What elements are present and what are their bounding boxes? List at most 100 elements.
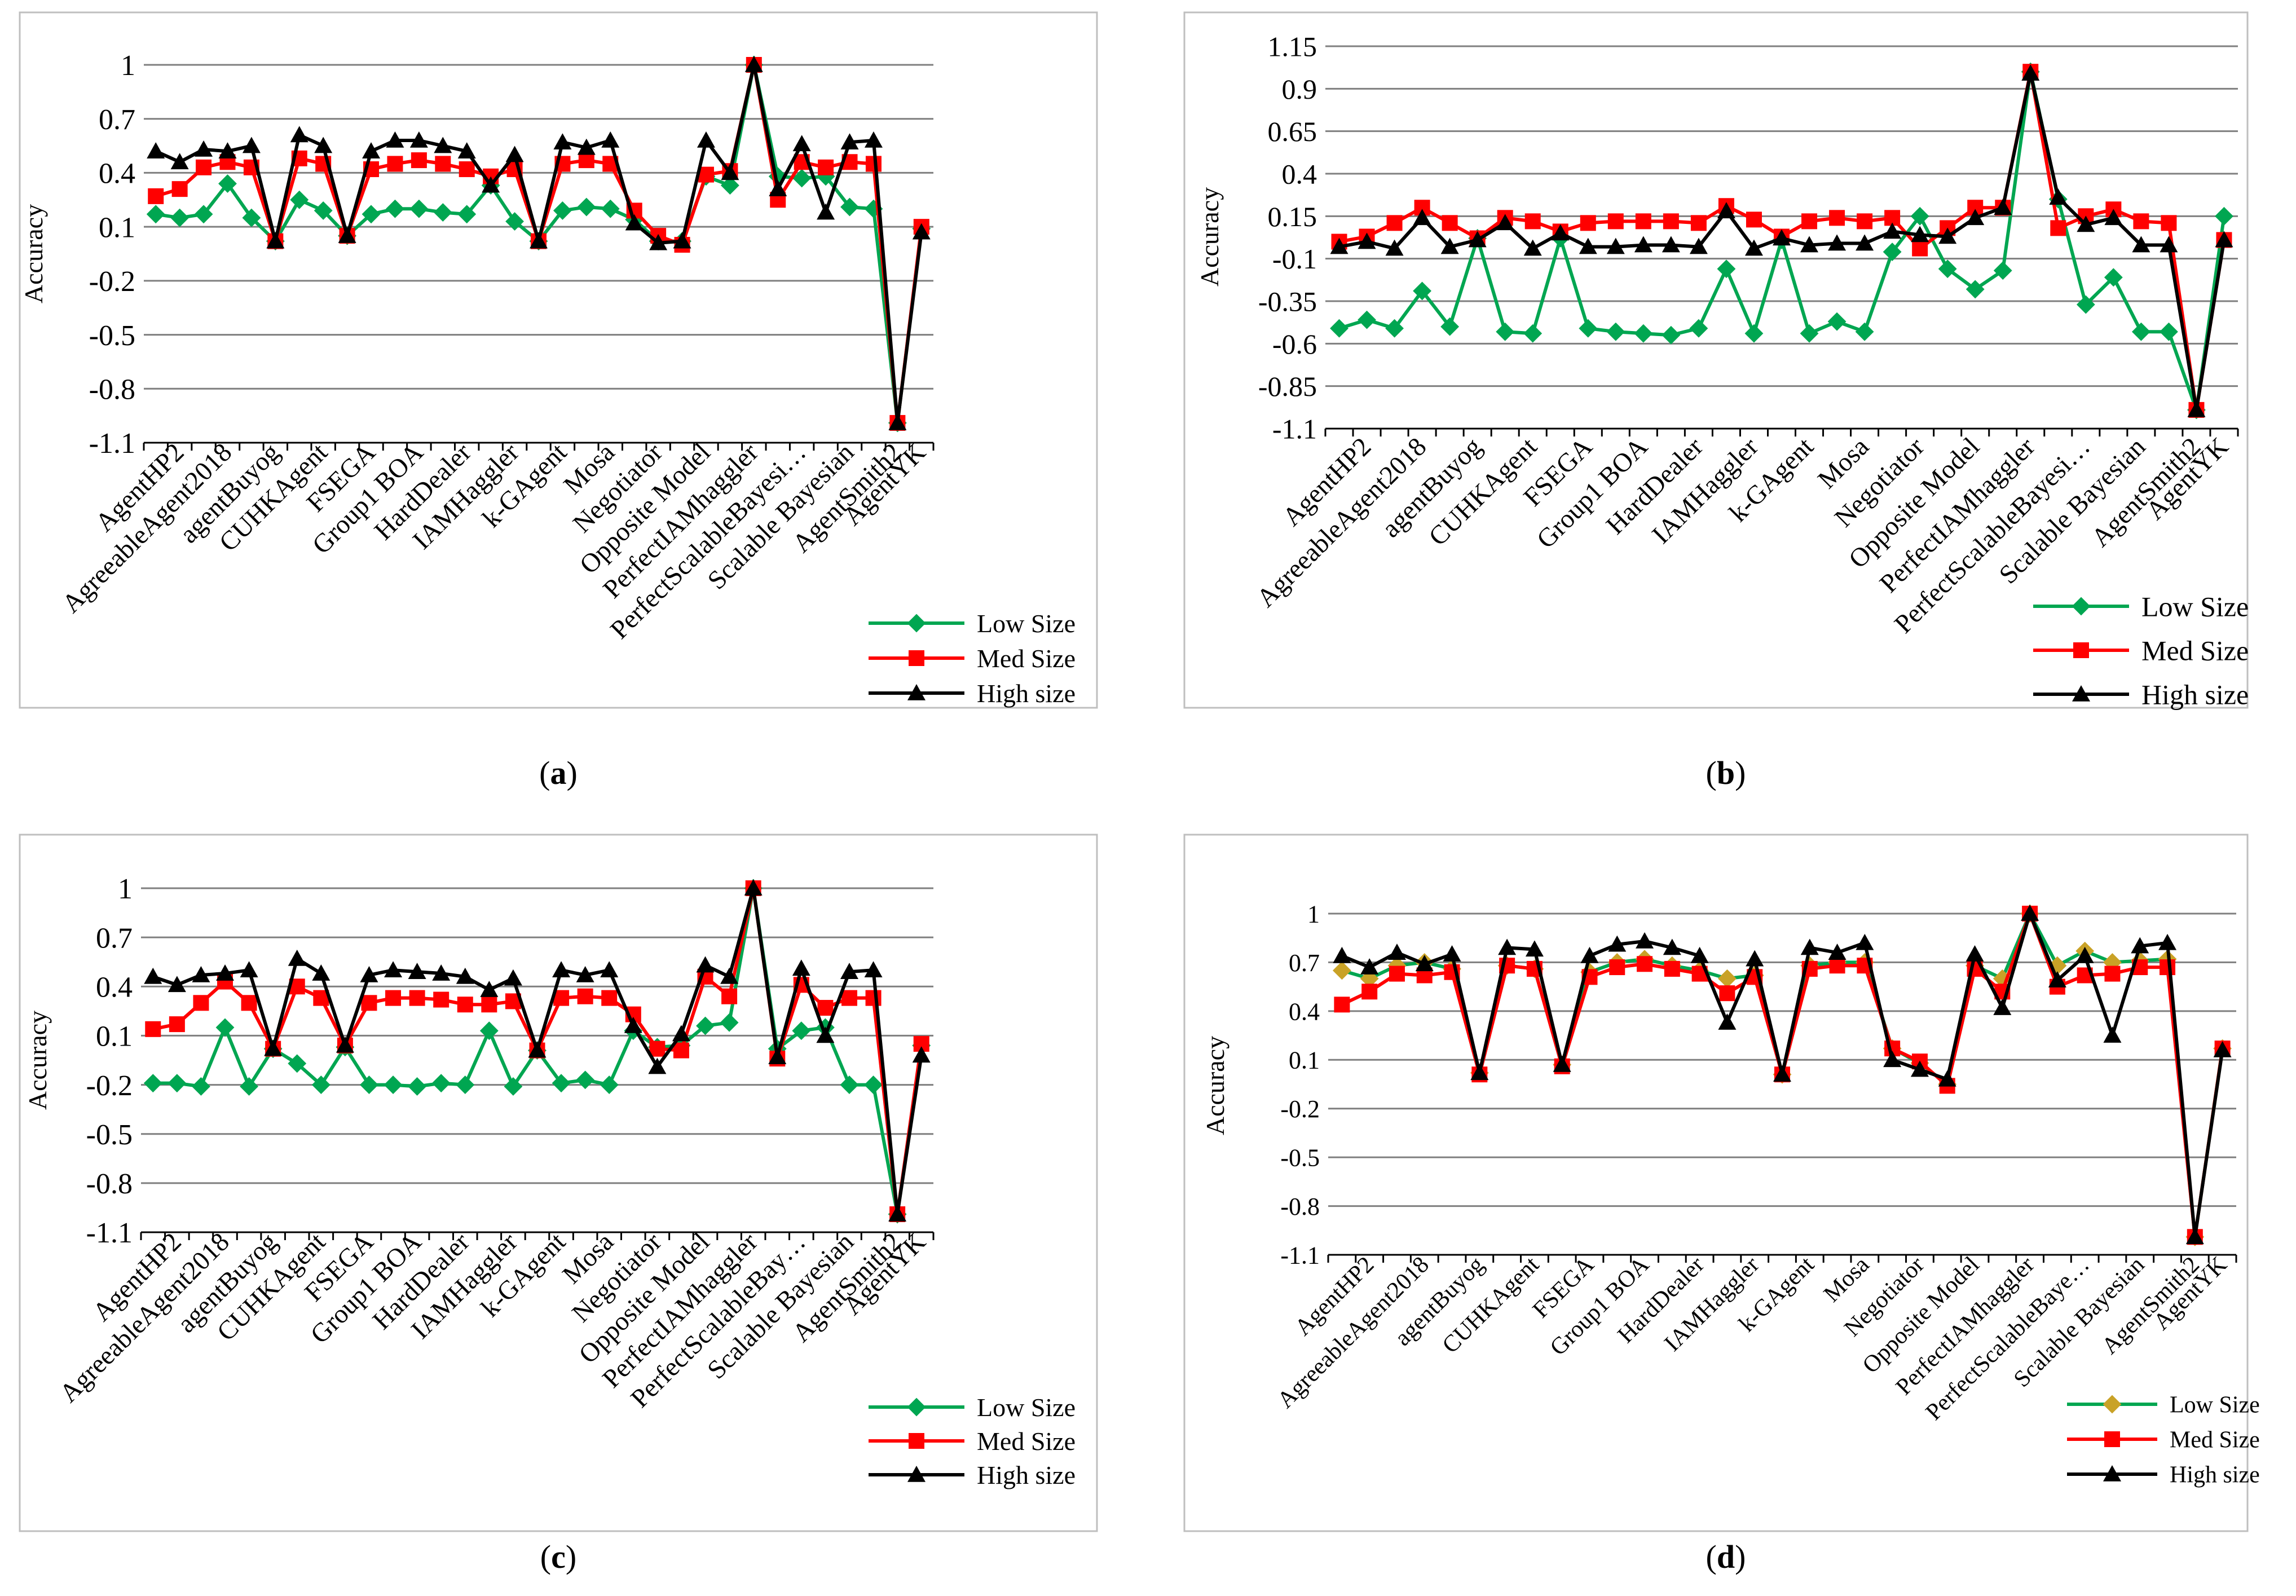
legend-label-high: High size — [2141, 679, 2249, 711]
data-point-med — [171, 181, 188, 197]
data-point-high — [840, 133, 859, 149]
data-point-high — [1608, 935, 1627, 952]
data-point-med — [1442, 215, 1458, 231]
data-point-low — [577, 197, 596, 217]
data-point-med — [433, 991, 449, 1008]
data-point-low — [553, 201, 572, 220]
data-point-med — [459, 161, 475, 178]
data-point-med — [1524, 213, 1541, 230]
data-point-high — [266, 232, 285, 249]
data-point-high — [817, 203, 835, 220]
y-axis-title: Accuracy — [1201, 1036, 1229, 1135]
legend-marker-low — [2072, 597, 2091, 616]
data-point-high — [744, 879, 763, 896]
data-point-high — [1689, 237, 1708, 254]
y-tick-label: 0.4 — [99, 158, 135, 190]
data-point-med — [649, 1041, 666, 1057]
y-tick-label: -1.1 — [1280, 1241, 1320, 1269]
data-point-high — [1330, 237, 1348, 254]
data-point-high — [1360, 958, 1379, 975]
data-point-low — [1910, 206, 1929, 226]
data-point-high — [360, 965, 378, 982]
data-point-low — [720, 1013, 739, 1032]
data-point-med — [148, 188, 164, 204]
data-point-high — [1800, 938, 1819, 955]
data-point-high — [912, 1046, 931, 1063]
y-tick-label: -1.1 — [86, 1217, 133, 1249]
legend-marker-med — [2073, 642, 2089, 658]
legend-marker-med — [2104, 1431, 2120, 1447]
data-point-low — [1689, 319, 1708, 338]
data-point-low — [600, 1075, 619, 1094]
data-point-high — [456, 967, 474, 984]
data-point-med — [1637, 956, 1653, 972]
data-point-high — [2048, 971, 2066, 987]
data-point-low — [720, 176, 739, 195]
series-high — [1333, 905, 2232, 1245]
data-point-high — [1662, 236, 1680, 253]
y-tick-label: -0.5 — [89, 320, 135, 352]
legend-marker-low — [907, 1397, 926, 1417]
y-tick-label: 0.1 — [99, 211, 135, 244]
data-point-low — [1717, 259, 1736, 279]
data-point-high — [721, 164, 739, 180]
data-point-high — [792, 959, 810, 976]
data-point-high — [1938, 1070, 1956, 1087]
data-point-high — [624, 1017, 642, 1033]
legend-marker-high — [907, 1466, 926, 1482]
y-axis-title: Accuracy — [23, 1011, 52, 1110]
series-high — [147, 56, 931, 430]
data-point-low — [192, 1077, 210, 1096]
data-point-low — [1966, 280, 1985, 299]
data-point-low — [2160, 322, 2178, 341]
data-point-low — [1385, 319, 1404, 338]
data-point-high — [2104, 209, 2123, 226]
chart-panel-3: 10.70.40.1-0.2-0.5-0.8-1.1AccuracyAgentH… — [19, 834, 1098, 1532]
data-point-high — [2103, 1026, 2122, 1043]
data-point-low — [1496, 322, 1515, 341]
y-tick-label: 0.7 — [99, 104, 135, 136]
data-point-high — [1606, 237, 1625, 254]
data-point-med — [1690, 215, 1707, 231]
data-point-high — [1718, 1013, 1737, 1030]
y-tick-label: -0.5 — [86, 1119, 133, 1151]
data-point-high — [482, 176, 500, 193]
legend-marker-low — [907, 614, 926, 633]
chart-panel-4: 10.70.40.1-0.2-0.5-0.8-1.1AccuracyAgentH… — [1183, 834, 2260, 1532]
data-point-low — [240, 1077, 259, 1096]
data-point-low — [409, 199, 429, 218]
data-point-low — [479, 1021, 499, 1041]
data-point-med — [577, 988, 593, 1004]
data-point-med — [361, 995, 377, 1011]
y-tick-label: 1 — [118, 873, 133, 905]
data-point-high — [2215, 231, 2233, 248]
panel-frame — [1183, 834, 2249, 1532]
data-point-low — [170, 208, 190, 227]
data-point-high — [864, 961, 883, 978]
data-point-high — [1883, 1051, 1902, 1068]
data-point-med — [169, 1016, 185, 1033]
data-point-med — [387, 156, 403, 172]
data-point-med — [411, 152, 427, 169]
legend-marker-high — [2103, 1465, 2121, 1482]
data-point-low — [218, 174, 237, 193]
data-point-low — [384, 1075, 403, 1094]
data-point-low — [864, 1075, 883, 1094]
data-point-high — [1525, 940, 1544, 957]
legend-label-med: Med Size — [2141, 635, 2249, 667]
data-point-high — [1883, 222, 1902, 239]
data-point-low — [1744, 324, 1764, 343]
data-point-low — [1855, 322, 1874, 341]
data-point-low — [792, 1021, 811, 1041]
data-point-high — [218, 142, 237, 158]
legend-marker-high — [907, 684, 926, 700]
data-point-high — [696, 956, 715, 973]
data-point-low — [1358, 310, 1376, 329]
data-point-med — [1746, 211, 1762, 228]
data-point-high — [2158, 933, 2177, 950]
data-point-high — [336, 1036, 354, 1053]
data-point-high — [720, 967, 739, 984]
data-point-high — [1966, 209, 1985, 226]
data-point-low — [288, 1054, 307, 1073]
